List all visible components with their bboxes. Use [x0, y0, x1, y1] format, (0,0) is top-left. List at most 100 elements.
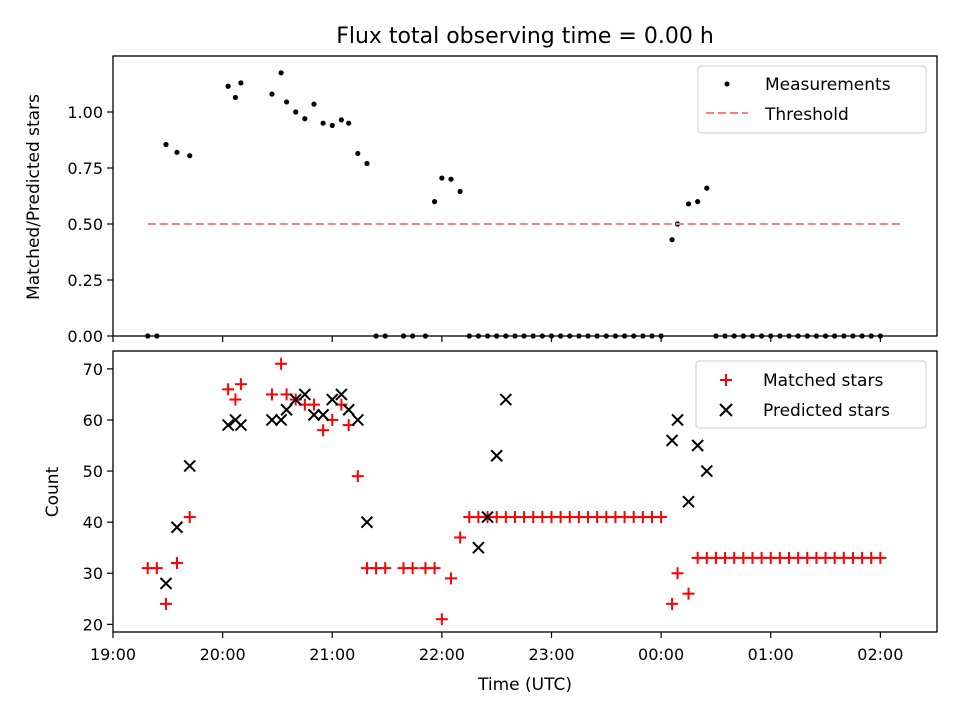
measurement-point [278, 70, 284, 76]
matched-stars-point [307, 398, 320, 411]
predicted-stars-point [490, 449, 503, 462]
legend-predicted-swatch [719, 403, 733, 417]
measurement-point [225, 83, 231, 89]
predicted-stars-point [499, 393, 513, 406]
x-tick-label: 19:00 [90, 645, 136, 664]
predicted-stars-point [298, 388, 312, 401]
measurement-point [695, 199, 701, 205]
count-panel: Count Time (UTC) 20 30 40 50 60 70 19:00 20:00 2… [43, 350, 938, 695]
x-axis-label: Time (UTC) [477, 675, 572, 695]
matched-stars-point [671, 567, 684, 580]
count-axis-ticks: 20 30 40 50 60 70 19:00 20:00 21:00 22:00 23:00 00:… [83, 360, 904, 664]
predicted-stars-point [665, 434, 679, 447]
y-tick-label: 50 [83, 462, 103, 481]
predicted-stars-point [326, 393, 339, 406]
matched-stars-point [379, 562, 392, 575]
predicted-stars-point [682, 495, 695, 508]
matched-stars-point [435, 613, 448, 626]
measurement-point [269, 91, 275, 97]
measurement-point [238, 80, 244, 86]
predicted-stars-point [691, 439, 704, 452]
predicted-stars-point [671, 413, 684, 427]
legend-predicted-label: Predicted stars [763, 401, 890, 421]
matched-stars-point [275, 357, 288, 370]
x-tick-label: 01:00 [748, 645, 794, 664]
x-tick-label: 22:00 [419, 645, 465, 664]
y-tick-label: 40 [83, 513, 103, 532]
ratio-axis-ticks: 0.00 0.25 0.50 0.75 1.00 [67, 103, 881, 346]
measurement-point [346, 120, 352, 126]
predicted-stars-point [481, 510, 494, 524]
legend-matched-label: Matched stars [763, 371, 883, 391]
predicted-stars-point [342, 403, 355, 416]
measurement-point [163, 141, 169, 148]
measurement-point [685, 201, 692, 207]
measurement-point [431, 199, 438, 205]
measurement-point [457, 188, 463, 195]
y-tick-label: 0.00 [67, 327, 103, 346]
matched-stars-point [183, 511, 196, 524]
measurement-point [448, 176, 454, 182]
predicted-stars-point [234, 418, 248, 432]
count-plot-frame [112, 350, 938, 633]
y-tick-label: 0.50 [67, 215, 103, 234]
measurement-point [439, 175, 445, 181]
legend-matched-swatch [720, 374, 732, 386]
y-tick-label: 0.75 [67, 159, 103, 178]
measurement-point [187, 153, 193, 159]
legend-measurements-swatch [724, 81, 730, 87]
predicted-stars-point [351, 413, 365, 427]
predicted-stars-point [265, 413, 279, 427]
matched-stars-point [265, 388, 278, 401]
measurement-point [329, 122, 335, 129]
matched-stars-point [445, 572, 458, 585]
measurement-point [311, 101, 317, 107]
predicted-stars-point [159, 577, 173, 590]
matched-stars-point [454, 531, 467, 544]
y-axis-label-count: Count [43, 466, 63, 517]
measurement-point [293, 109, 299, 115]
y-tick-label: 20 [83, 615, 103, 634]
matched-stars-point [682, 587, 695, 600]
predicted-stars-point [700, 464, 713, 478]
y-tick-label: 70 [83, 360, 103, 379]
matched-stars-point [317, 424, 330, 437]
predicted-stars-point [274, 413, 288, 427]
y-tick-label: 30 [83, 564, 103, 583]
matched-stars-point [351, 470, 364, 483]
measurement-point [669, 237, 675, 243]
count-marks [141, 357, 887, 626]
x-tick-label: 23:00 [528, 645, 574, 664]
count-legend-box [695, 360, 927, 429]
predicted-stars-point [316, 408, 330, 422]
x-tick-label: 20:00 [200, 645, 246, 664]
predicted-stars-point [280, 403, 293, 416]
predicted-stars-point [183, 459, 196, 473]
x-tick-label: 00:00 [638, 645, 684, 664]
ratio-legend-box [697, 65, 927, 134]
measurement-point [174, 149, 180, 155]
measurement-point [320, 120, 326, 126]
matched-stars-point [150, 562, 163, 575]
legend-threshold-label: Threshold [764, 105, 849, 125]
measurement-point [364, 160, 370, 167]
y-tick-label: 60 [83, 411, 103, 430]
predicted-stars-point [289, 393, 302, 406]
matched-stars-point [666, 597, 679, 610]
measurement-point [232, 94, 239, 101]
measurement-point [283, 99, 290, 105]
y-tick-label: 1.00 [67, 103, 103, 122]
measurement-point [704, 185, 710, 191]
y-tick-label: 0.25 [67, 271, 103, 290]
matched-stars-point [222, 383, 235, 396]
chart-title: Flux total observing time = 0.00 h [336, 24, 714, 49]
predicted-stars-point [472, 541, 485, 554]
matched-stars-point [170, 557, 183, 570]
predicted-stars-point [170, 521, 184, 534]
predicted-stars-point [221, 418, 235, 432]
matched-stars-point [655, 511, 668, 524]
legend-measurements-label: Measurements [765, 75, 891, 95]
predicted-stars-point [360, 515, 374, 529]
matched-stars-point [428, 562, 441, 575]
